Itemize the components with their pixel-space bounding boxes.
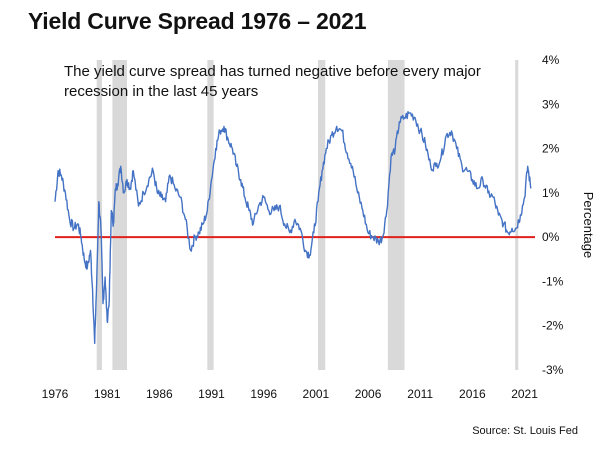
x-tick-label: 2011 xyxy=(407,387,433,401)
y-axis-title: Percentage xyxy=(581,192,596,259)
x-tick-label: 1996 xyxy=(250,387,277,401)
x-tick-label: 2006 xyxy=(355,387,382,401)
x-axis-tick-labels: 1976 1981 1986 1991 1996 2001 2006 2011 2016 2021 xyxy=(42,387,539,401)
recession-band xyxy=(317,60,326,370)
y-tick-label: -1% xyxy=(542,274,564,288)
source-note: Source: St. Louis Fed xyxy=(472,425,578,437)
y-tick-label: 0% xyxy=(542,230,560,244)
y-tick-label: 3% xyxy=(542,97,560,111)
recession-bands xyxy=(96,60,519,370)
y-tick-label: 4% xyxy=(542,53,560,67)
x-tick-label: 1981 xyxy=(94,387,121,401)
x-tick-label: 1976 xyxy=(42,387,69,401)
x-tick-label: 2001 xyxy=(303,387,330,401)
y-tick-label: 2% xyxy=(542,142,560,156)
chart-title: Yield Curve Spread 1976 – 2021 xyxy=(28,8,367,34)
x-tick-label: 1991 xyxy=(198,387,225,401)
yield-spread-line xyxy=(54,111,532,345)
y-tick-label: 1% xyxy=(542,186,560,200)
x-tick-label: 2016 xyxy=(459,387,486,401)
y-tick-label: -2% xyxy=(542,319,564,333)
chart-subtitle: The yield curve spread has turned negati… xyxy=(64,63,481,100)
y-tick-label: -3% xyxy=(542,363,564,377)
x-tick-label: 2021 xyxy=(511,387,538,401)
recession-band xyxy=(515,60,519,370)
recession-band xyxy=(112,60,127,370)
y-axis-tick-labels: 4% 3% 2% 1% 0% -1% -2% -3% xyxy=(542,53,564,377)
recession-band xyxy=(387,60,405,370)
recession-band xyxy=(207,60,214,370)
x-tick-label: 1986 xyxy=(146,387,173,401)
